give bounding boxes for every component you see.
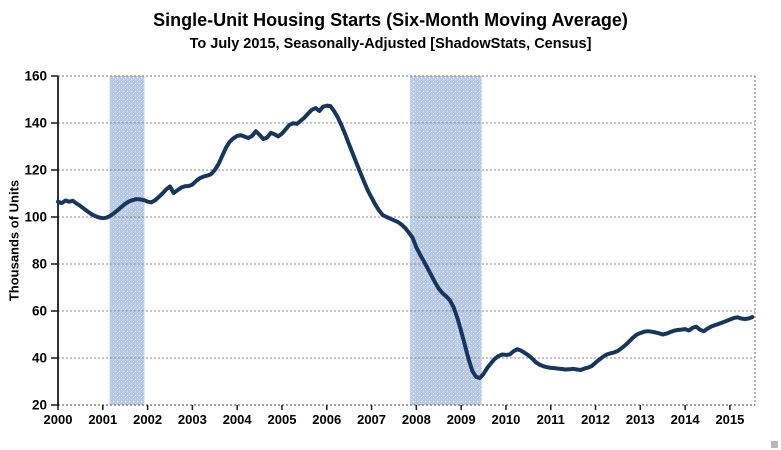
y-tick-label: 20 xyxy=(32,398,47,413)
x-tick-label: 2000 xyxy=(44,412,73,427)
x-tick-label: 2014 xyxy=(671,412,701,427)
chart-title: Single-Unit Housing Starts (Six-Month Mo… xyxy=(153,10,628,30)
x-tick-label: 2006 xyxy=(312,412,341,427)
corner-artifact xyxy=(771,441,778,448)
x-tick-label: 2001 xyxy=(88,412,117,427)
y-tick-label: 100 xyxy=(24,210,47,225)
x-tick-label: 2011 xyxy=(537,412,565,427)
x-tick-label: 2007 xyxy=(357,412,386,427)
plot-layers: 20 40 60 80 100 120 140 160 2000 2001 2002 2003 2004… xyxy=(24,69,756,427)
x-tick-label: 2013 xyxy=(626,412,655,427)
x-tick-label: 2004 xyxy=(223,412,253,427)
x-tick-label: 2015 xyxy=(715,412,744,427)
chart-subtitle: To July 2015, Seasonally-Adjusted [Shado… xyxy=(189,36,592,52)
x-tick-label: 2010 xyxy=(491,412,520,427)
recession-band xyxy=(109,76,145,405)
y-tick-label: 160 xyxy=(24,69,47,84)
x-tick-label: 2009 xyxy=(447,412,476,427)
x-tick-label: 2003 xyxy=(178,412,207,427)
recession-band xyxy=(410,76,482,405)
x-tick-label: 2005 xyxy=(268,412,297,427)
x-tick-label: 2002 xyxy=(133,412,162,427)
y-tick-label: 40 xyxy=(32,351,47,366)
y-tick-label: 120 xyxy=(24,163,47,178)
x-tick-label: 2012 xyxy=(581,412,610,427)
x-tick-label: 2008 xyxy=(402,412,431,427)
y-tick-label: 60 xyxy=(32,304,47,319)
y-tick-label: 140 xyxy=(24,116,47,131)
housing-starts-line xyxy=(56,103,755,380)
y-tick-label: 80 xyxy=(32,257,47,272)
